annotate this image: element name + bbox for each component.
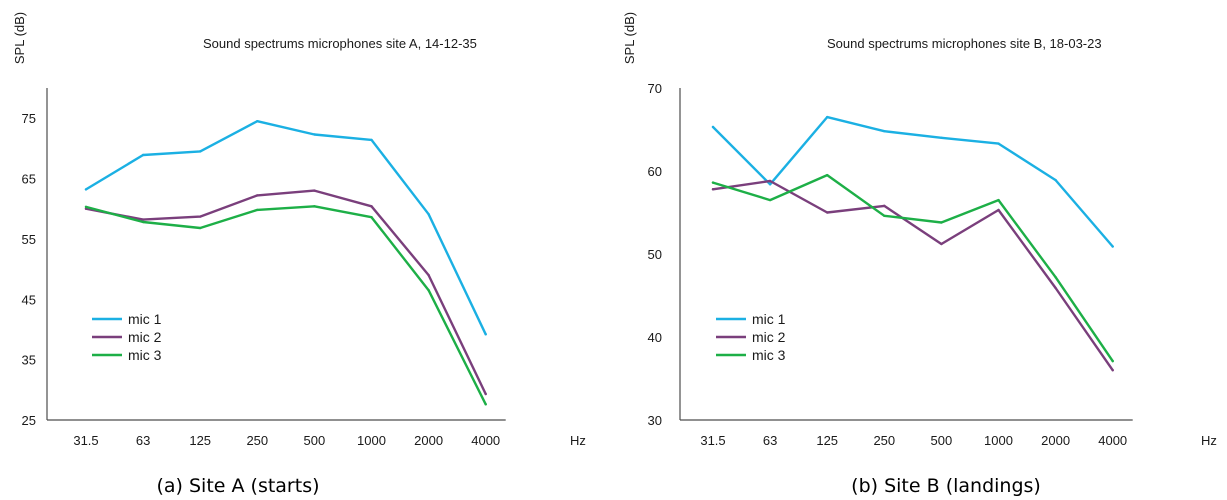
- x-tick-label: 4000: [1098, 433, 1127, 448]
- data-point: [1054, 178, 1057, 182]
- data-point: [313, 189, 316, 192]
- data-point: [256, 208, 259, 212]
- x-tick-label: 1000: [357, 433, 386, 448]
- chart-site-b: Sound spectrums microphones site B, 18-0…: [622, 12, 1217, 497]
- x-tick-label: 4000: [471, 433, 500, 448]
- data-point: [1111, 359, 1114, 363]
- y-tick-label: 75: [22, 111, 36, 126]
- series-line-mic-3: [711, 173, 1114, 363]
- data-point: [997, 208, 1000, 212]
- data-point: [199, 226, 202, 230]
- y-tick-label: 65: [22, 172, 36, 187]
- legend-entry: mic 2: [128, 329, 162, 345]
- data-point: [997, 142, 1000, 145]
- x-tick-label: 63: [136, 433, 150, 448]
- data-point: [313, 205, 316, 208]
- x-tick-label: 250: [246, 433, 268, 448]
- x-tick-label: 250: [873, 433, 895, 448]
- data-point: [427, 212, 430, 216]
- data-point: [1111, 369, 1114, 372]
- legend-entry: mic 3: [752, 347, 786, 363]
- legend-entry: mic 1: [752, 311, 786, 327]
- data-point: [84, 205, 88, 209]
- data-point: [1054, 286, 1057, 290]
- series-line-mic-2: [84, 189, 487, 396]
- data-point: [940, 242, 943, 246]
- legend-entry: mic 1: [128, 311, 162, 327]
- data-point: [711, 181, 715, 184]
- data-point: [768, 179, 772, 183]
- data-point: [883, 214, 886, 218]
- x-tick-label: 2000: [414, 433, 443, 448]
- data-point: [484, 392, 487, 396]
- figure-caption: (b) Site B (landings): [851, 475, 1041, 497]
- x-tick-label: 125: [816, 433, 838, 448]
- series-line-mic-2: [711, 179, 1114, 372]
- data-point: [141, 218, 145, 221]
- data-point: [427, 273, 430, 277]
- data-point: [1111, 245, 1114, 248]
- legend-entry: mic 2: [752, 329, 786, 345]
- figure-caption: (a) Site A (starts): [156, 475, 319, 497]
- y-tick-label: 35: [22, 353, 36, 368]
- y-tick-label: 45: [22, 292, 36, 307]
- data-point: [768, 198, 772, 202]
- x-tick-label: 125: [189, 433, 211, 448]
- data-point: [313, 133, 316, 136]
- x-tick-label: 500: [931, 433, 953, 448]
- data-point: [711, 188, 715, 191]
- x-tick-label: 500: [304, 433, 326, 448]
- data-point: [940, 221, 943, 224]
- data-point: [370, 138, 373, 142]
- data-point: [883, 129, 886, 133]
- data-point: [199, 215, 202, 218]
- data-point: [427, 289, 430, 292]
- y-axis-label: SPL (dB): [12, 12, 27, 64]
- series-line-mic-3: [84, 205, 487, 406]
- data-point: [484, 333, 487, 336]
- data-point: [826, 173, 829, 177]
- x-tick-label: 1000: [984, 433, 1013, 448]
- x-tick-label: 2000: [1041, 433, 1070, 448]
- series-line-mic-1: [711, 115, 1114, 248]
- series-line-mic-1: [84, 119, 487, 336]
- data-point: [484, 403, 487, 406]
- y-tick-label: 55: [22, 232, 36, 247]
- data-point: [84, 188, 88, 191]
- y-tick-label: 40: [648, 330, 662, 345]
- chart-title: Sound spectrums microphones site A, 14-1…: [203, 36, 477, 51]
- data-point: [826, 115, 829, 119]
- data-point: [141, 220, 145, 224]
- data-point: [256, 194, 259, 197]
- data-point: [141, 153, 145, 157]
- y-tick-label: 70: [648, 81, 662, 96]
- legend-entry: mic 3: [128, 347, 162, 363]
- x-axis-unit-label: Hz: [1201, 433, 1217, 448]
- x-axis-unit-label: Hz: [570, 433, 586, 448]
- y-tick-label: 50: [648, 247, 662, 262]
- x-tick-label: 31.5: [73, 433, 98, 448]
- y-tick-label: 25: [22, 413, 36, 428]
- y-tick-label: 30: [648, 413, 662, 428]
- data-point: [883, 204, 886, 208]
- data-point: [768, 183, 772, 186]
- data-point: [711, 125, 715, 129]
- data-point: [997, 198, 1000, 202]
- data-point: [199, 150, 202, 153]
- y-tick-label: 60: [648, 164, 662, 179]
- y-axis-label: SPL (dB): [622, 12, 637, 64]
- x-tick-label: 31.5: [700, 433, 725, 448]
- data-point: [826, 211, 829, 214]
- data-point: [370, 205, 373, 208]
- data-point: [256, 120, 259, 123]
- x-tick-label: 63: [763, 433, 777, 448]
- data-point: [940, 136, 943, 139]
- data-point: [370, 215, 373, 219]
- chart-title: Sound spectrums microphones site B, 18-0…: [827, 36, 1102, 51]
- data-point: [1054, 276, 1057, 279]
- chart-site-a: Sound spectrums microphones site A, 14-1…: [12, 12, 586, 497]
